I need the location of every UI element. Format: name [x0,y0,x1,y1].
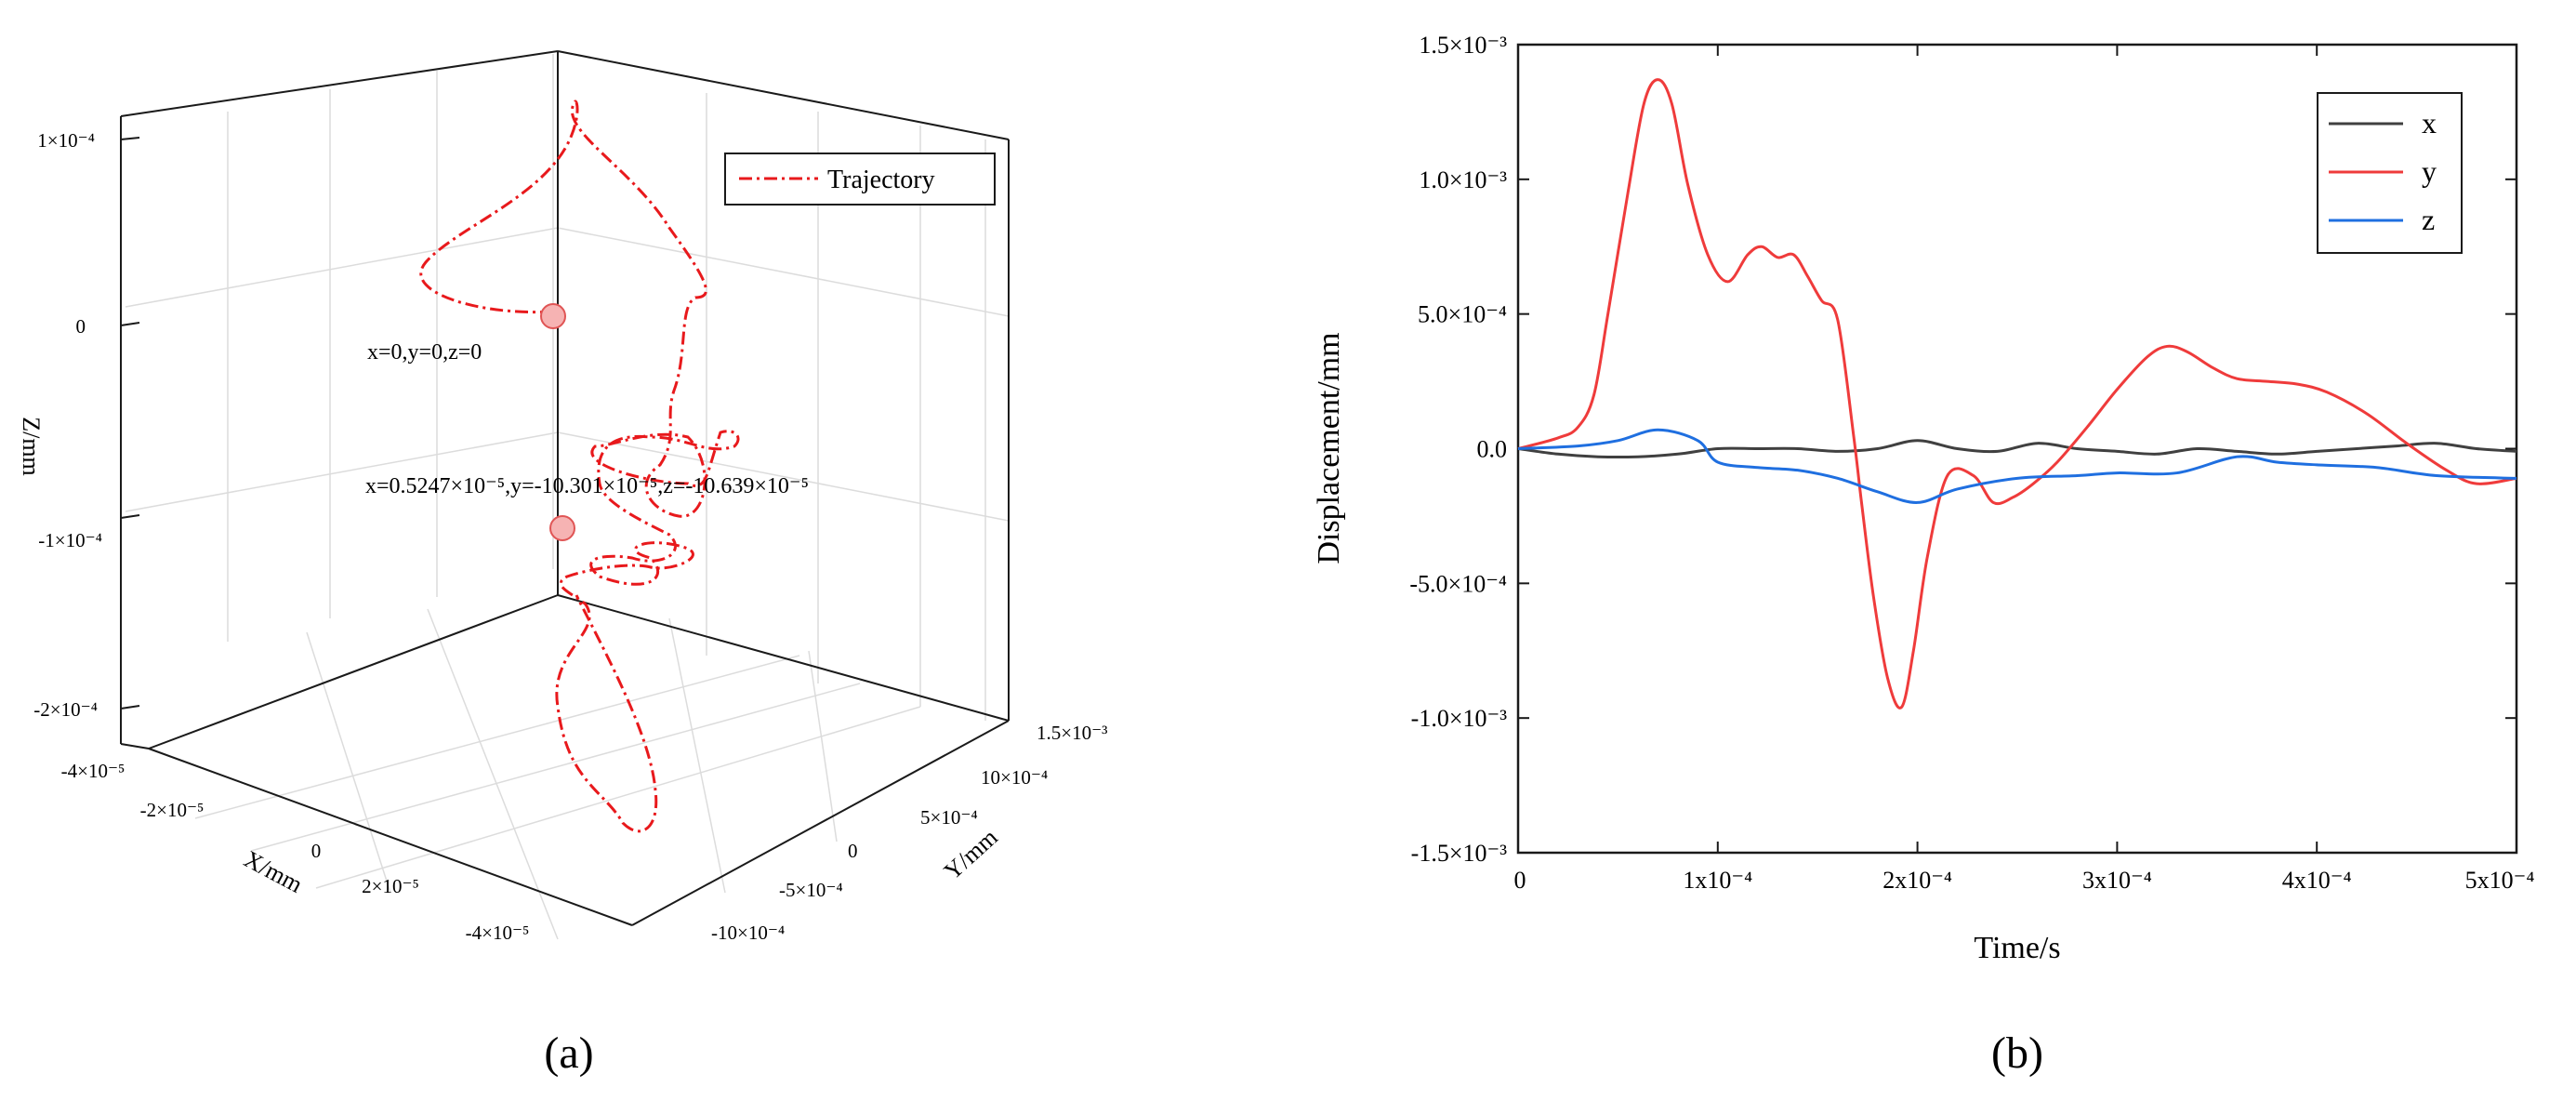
x-tick-labels: -4×10⁻⁵ -2×10⁻⁵ 0 2×10⁻⁵ -4×10⁻⁵ [61,760,530,944]
series-line-z [1517,428,2517,504]
legend-b: xyz [2317,92,2463,254]
z-axis-label: Z/mm [18,417,45,476]
x-tick-label: 3x10⁻⁴ [2082,867,2152,894]
y-tick-label: -5×10⁻⁴ [779,879,843,901]
y-tick-label: 0 [848,840,858,862]
origin-annotation: x=0,y=0,z=0 [367,340,482,365]
x-tick-label: 2x10⁻⁴ [1882,867,1952,894]
y-tick-label: 1.5×10⁻³ [1037,722,1107,744]
trajectory-curve [419,99,740,833]
x-tick-label: -4×10⁻⁵ [466,922,530,944]
y-tick-label: 1.5×10⁻³ [1419,32,1507,59]
y-tick-label: -5.0×10⁻⁴ [1409,570,1507,597]
z-tick-marks [120,137,140,710]
x-tick-labels: 0 1x10⁻⁴ 2x10⁻⁴ 3x10⁻⁴ 4x10⁻⁴ 5x10⁻⁴ [1514,867,2535,894]
panel-label-b: (b) [1991,1028,2043,1078]
legend-label-z: z [2422,203,2435,236]
x-tick-label: 0 [1514,867,1526,894]
y-axis-label: Y/mm [939,824,1003,885]
panel-label-a: (a) [544,1028,593,1078]
y-tick-label: 0.0 [1477,436,1508,463]
panel-a-3d-plot: 1×10⁻⁴ 0 -1×10⁻⁴ -2×10⁻⁴ Z/mm -4×10⁻⁵ -2… [18,50,1107,1078]
legend-label-y: y [2422,154,2437,188]
tick-marks [1517,44,2517,854]
y-tick-label: -1.0×10⁻³ [1411,705,1508,732]
y-tick-label: -1.5×10⁻³ [1411,840,1508,867]
origin-marker [540,303,566,329]
y-tick-label: 10×10⁻⁴ [981,766,1048,789]
z-tick-labels: 1×10⁻⁴ 0 -1×10⁻⁴ -2×10⁻⁴ [33,129,102,721]
series-lines [1517,78,2517,710]
y-tick-labels: 1.5×10⁻³ 1.0×10⁻³ 5.0×10⁻⁴ 0.0 -5.0×10⁻⁴ -1.0… [1409,32,1507,867]
y-axis-label: Displacement/mm [1312,332,1346,564]
x-tick-label: 4x10⁻⁴ [2282,867,2352,894]
y-tick-label: 5.0×10⁻⁴ [1418,301,1507,328]
x-tick-label: -2×10⁻⁵ [140,799,205,821]
z-tick-label: 0 [76,315,86,338]
x-tick-label: 1x10⁻⁴ [1683,867,1752,894]
series-line-y [1517,78,2517,710]
x-tick-label: 2×10⁻⁵ [362,875,419,897]
x-axis-label: X/mm [240,845,307,898]
x-tick-label: 5x10⁻⁴ [2465,867,2535,894]
endpoint-annotation: x=0.5247×10⁻⁵,y=-10.301×10⁻⁵,z=-10.639×1… [365,474,809,498]
x-axis-label: Time/s [1974,931,2060,965]
y-tick-label: 5×10⁻⁴ [920,806,978,829]
y-tick-label: 1.0×10⁻³ [1419,166,1507,193]
endpoint-marker [549,515,575,541]
axes-box [120,50,1010,926]
z-tick-label: -1×10⁻⁴ [38,529,102,551]
legend-label-trajectory: Trajectory [827,166,935,194]
panel-b-line-chart: 1.5×10⁻³ 1.0×10⁻³ 5.0×10⁻⁴ 0.0 -5.0×10⁻⁴ -1.0… [1312,32,2534,1078]
series-line-x [1517,439,2517,459]
x-tick-label: 0 [311,840,322,862]
x-tick-label: -4×10⁻⁵ [61,760,125,782]
legend-label-x: x [2422,106,2437,139]
back-wall-grid [125,54,1010,940]
z-tick-label: -2×10⁻⁴ [33,698,98,721]
y-tick-label: -10×10⁻⁴ [711,922,785,944]
legend-a: Trajectory [724,153,996,206]
z-tick-label: 1×10⁻⁴ [37,129,95,152]
y-tick-labels: 1.5×10⁻³ 10×10⁻⁴ 5×10⁻⁴ 0 -5×10⁻⁴ -10×10… [711,722,1107,944]
